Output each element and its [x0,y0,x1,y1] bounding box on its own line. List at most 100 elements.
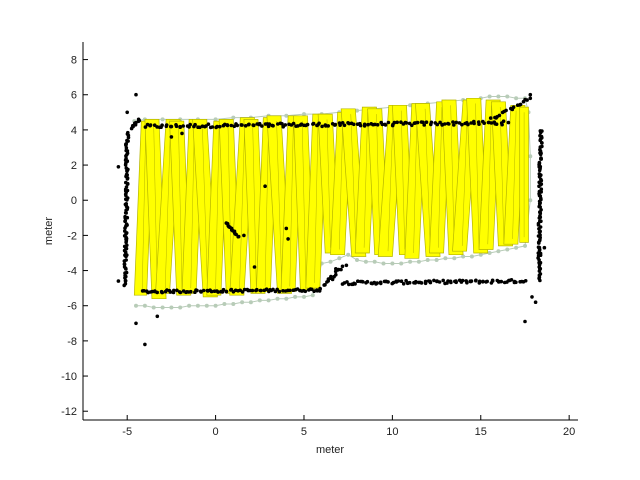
footprint-overlap-line [178,126,183,290]
scan-point [329,274,333,279]
scan-point [482,121,487,125]
scan-point [125,173,129,177]
scan-point [375,123,380,127]
trajectory-point [523,243,527,248]
footprint-overlap-line [487,105,492,245]
scan-point [396,279,401,283]
trajectory-point [337,256,342,261]
footprint-overlap-line [512,110,517,239]
scan-point [283,123,288,127]
scan-point [399,279,404,284]
scan-point [124,211,128,215]
trajectory-point [487,251,492,255]
scan-point [410,123,414,128]
footprint-overlap-line [141,126,147,290]
scan-point [537,260,541,265]
scan-point [136,117,141,122]
scan-point [296,124,300,128]
trajectory-point [496,249,501,254]
scan-point [248,288,252,293]
scan-point [251,123,255,127]
y-tick-label: -4 [67,266,77,278]
trajectory-point [284,296,289,301]
scan-point [523,279,528,283]
scan-point [523,319,527,324]
scan-point [528,92,533,97]
scan-point [488,116,493,120]
y-tick-label: 2 [71,160,77,172]
y-tick-label: 8 [71,55,77,67]
scan-point [443,122,447,126]
scan-point [209,289,214,294]
scan-point [530,295,534,299]
scan-point [395,120,400,125]
scan-point [181,124,185,128]
y-tick-label: 0 [71,195,77,207]
scan-point [344,263,349,268]
trajectory-point [302,112,306,117]
scan-point [452,123,456,127]
scan-point [160,290,164,295]
scan-point [499,279,504,284]
scan-point [169,135,174,139]
trajectory-point [142,303,147,308]
scan-point [347,282,351,287]
footprint-overlap-line [264,122,269,287]
scan-point [286,237,290,241]
scan-point [412,121,417,125]
y-tick-label: -12 [61,406,77,418]
scan-point [469,121,473,125]
scan-point [169,124,174,129]
scan-point [342,123,347,128]
scan-point [124,258,128,262]
y-tick-label: -8 [67,336,77,348]
trajectory-point [381,261,386,266]
scan-point [477,279,482,284]
footprint-overlap-line [413,108,418,254]
scan-point [160,123,164,127]
scan-point [174,124,179,129]
scan-point [124,166,129,170]
scan-point [242,287,247,292]
scan-point [537,160,542,165]
scan-point [542,245,547,250]
footprint-overlap-line [202,124,208,292]
scan-point [365,279,370,284]
scan-point [225,123,230,128]
scan-point [358,123,363,128]
scan-point [323,283,327,287]
trajectory-point [134,303,138,308]
footprint-overlap-line [276,121,283,289]
scan-point [494,122,499,126]
scan-point [312,289,316,294]
scan-point [240,290,245,294]
scan-point [399,120,403,124]
scan-point [216,290,220,294]
footprint-overlap-line [301,121,307,285]
scan-point [125,110,129,115]
scan-point [239,123,243,127]
scan-point [477,122,481,126]
scan-point [305,122,310,127]
scan-point [259,288,263,293]
scan-point [337,121,342,125]
footprint-overlap-line [350,114,357,252]
scan-point [122,265,127,269]
scan-point [134,321,138,326]
scan-point [333,122,338,127]
scan-point [309,287,314,292]
scan-point [340,264,345,269]
scan-point [424,120,429,124]
footprint-overlap-line [499,107,505,241]
trajectory-point [328,259,333,264]
footprint-layer [133,97,529,300]
scan-point [429,120,434,125]
scan-point [334,267,338,271]
x-axis-label: meter [316,444,344,456]
scan-point [454,120,459,125]
scan-point [206,122,211,126]
scan-point [437,280,442,284]
trajectory-point [496,94,501,99]
scan-point [318,287,322,291]
